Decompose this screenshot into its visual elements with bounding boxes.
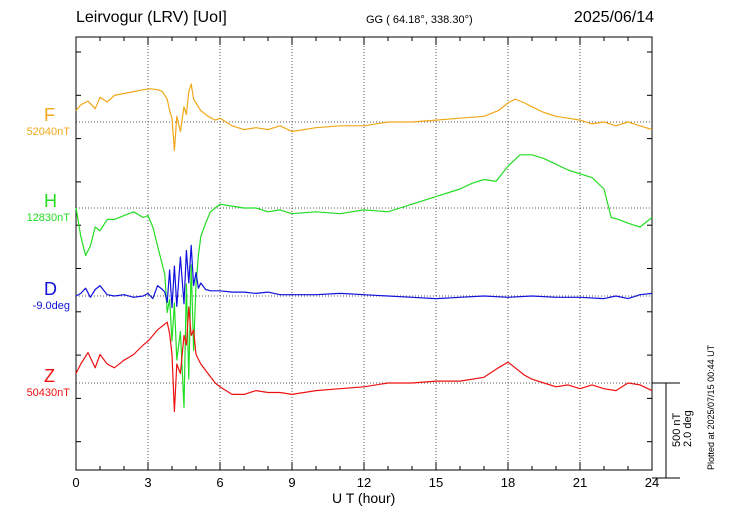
scale-bar-label: 500 nT 2.0 deg [671,410,694,447]
x-tick-label: 12 [357,475,371,490]
channel-label-H: H [44,191,57,211]
series-line-H [75,154,653,409]
x-tick-label: 18 [501,475,515,490]
x-tick-label: 3 [144,475,151,490]
x-tick-label: 9 [288,475,295,490]
station-title: Leirvogur (LRV) [UoI] [76,9,227,26]
plot-axes: 0 3 6 9 12 15 18 21 24 [72,36,659,490]
scale-deg-label: 2.0 deg [682,410,694,447]
plotted-timestamp: Plotted at 2025/07/15 00:44 UT [706,344,716,470]
channel-baseline-H: 12830nT [26,212,70,224]
channel-label-Z: Z [44,366,55,386]
data-series-group [75,83,653,413]
channel-label-F: F [44,105,55,125]
plot-date: 2025/06/14 [573,9,654,26]
channel-baseline-F: 52040nT [26,126,70,138]
series-line-Z [75,306,653,413]
series-line-D [75,244,653,309]
x-tick-label: 0 [72,475,79,490]
x-tick-label: 24 [645,475,659,490]
scale-bar [652,382,680,479]
channel-label-D: D [44,279,57,299]
x-tick-label: 21 [573,475,587,490]
x-tick-label: 15 [429,475,443,490]
station-coordinates: GG ( 64.18°, 338.30°) [366,14,473,26]
x-tick-label: 6 [216,475,223,490]
series-line-F [75,83,653,152]
channel-baseline-Z: 50430nT [26,387,70,399]
plot-grid [76,37,652,470]
x-axis-label: U T (hour) [332,490,396,506]
channel-baseline-D: -9.0deg [32,300,70,312]
